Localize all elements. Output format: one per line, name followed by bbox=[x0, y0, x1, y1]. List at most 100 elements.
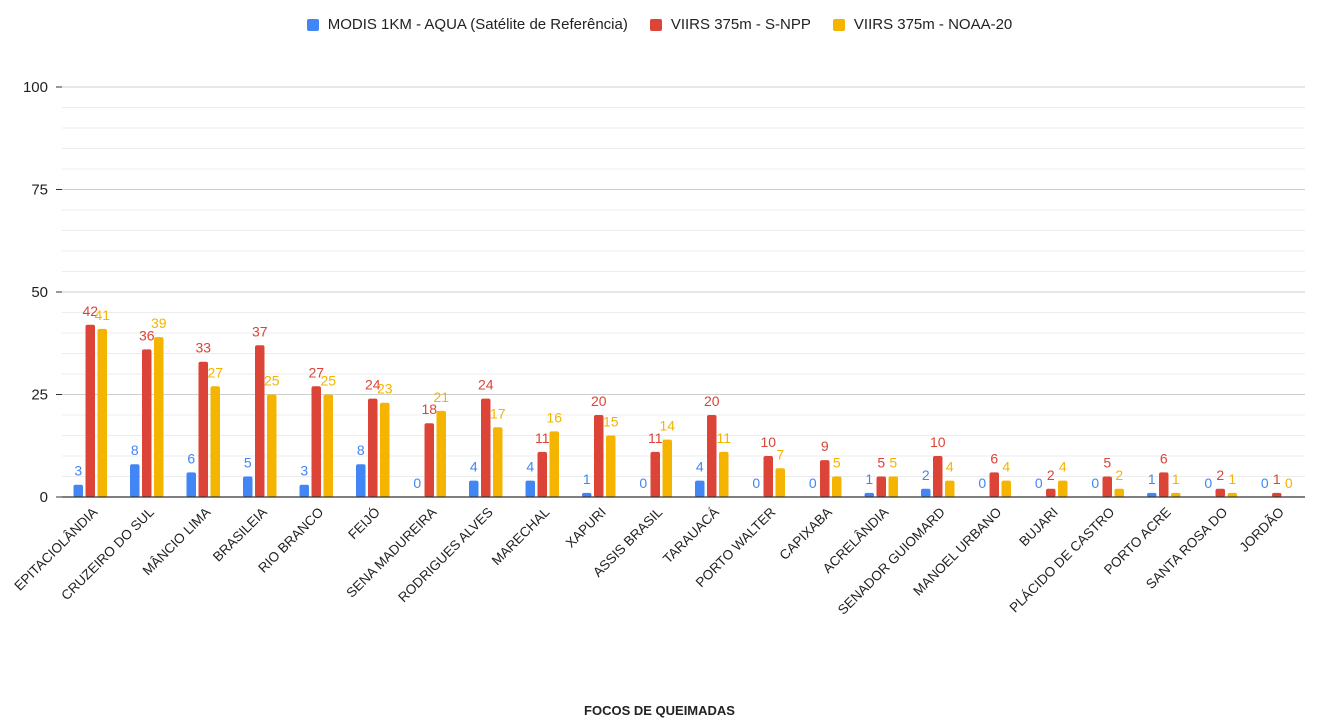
bars bbox=[73, 324, 1282, 497]
y-tick-label: 25 bbox=[31, 387, 48, 404]
bar-noaa20 bbox=[380, 402, 390, 497]
bar-snpp bbox=[311, 386, 321, 497]
y-tick-label: 0 bbox=[40, 489, 48, 506]
data-label: 17 bbox=[490, 405, 506, 421]
data-label: 5 bbox=[889, 455, 897, 471]
bar-snpp bbox=[820, 460, 830, 497]
x-tick-label: BRASILEIA bbox=[210, 505, 270, 565]
x-tick-label: MARECHAL bbox=[489, 504, 553, 568]
data-label: 20 bbox=[704, 393, 720, 409]
data-label: 16 bbox=[546, 409, 562, 425]
bar-snpp bbox=[537, 451, 547, 497]
bar-modis bbox=[695, 480, 705, 497]
bar-noaa20 bbox=[1171, 492, 1181, 497]
bar-snpp bbox=[424, 423, 434, 497]
data-label: 0 bbox=[978, 475, 986, 491]
data-label: 3 bbox=[74, 463, 82, 479]
data-label: 39 bbox=[151, 315, 167, 331]
data-label: 9 bbox=[821, 438, 829, 454]
data-label: 37 bbox=[252, 323, 268, 339]
bar-noaa20 bbox=[154, 337, 164, 497]
bar-snpp bbox=[707, 415, 717, 497]
data-label: 0 bbox=[752, 475, 760, 491]
data-label: 11 bbox=[716, 430, 731, 446]
x-tick-label: TARAUACÁ bbox=[660, 505, 722, 567]
data-label: 0 bbox=[413, 475, 421, 491]
legend-swatch-modis bbox=[306, 18, 319, 31]
bar-modis bbox=[864, 492, 874, 497]
data-label: 0 bbox=[639, 475, 647, 491]
bar-noaa20 bbox=[606, 435, 616, 497]
bar-noaa20 bbox=[719, 451, 729, 497]
data-label: 0 bbox=[1261, 475, 1269, 491]
x-tick-label: JORDÃO bbox=[1236, 505, 1286, 555]
bar-noaa20 bbox=[267, 394, 277, 497]
data-label: 0 bbox=[809, 475, 817, 491]
bar-snpp bbox=[650, 451, 660, 497]
bar-noaa20 bbox=[945, 480, 955, 497]
gridlines bbox=[62, 86, 1305, 498]
bar-snpp bbox=[876, 476, 886, 497]
bar-modis bbox=[356, 464, 366, 497]
bar-modis bbox=[525, 480, 535, 497]
data-label: 23 bbox=[377, 381, 393, 397]
data-label: 4 bbox=[470, 459, 478, 475]
bar-snpp bbox=[85, 324, 95, 497]
data-label: 8 bbox=[357, 442, 365, 458]
data-label: 42 bbox=[82, 303, 98, 319]
bar-modis bbox=[1147, 492, 1157, 497]
x-tick-label: XAPURI bbox=[563, 505, 609, 551]
bar-snpp bbox=[198, 361, 208, 497]
data-label: 25 bbox=[264, 373, 280, 389]
data-label: 7 bbox=[776, 446, 784, 462]
data-label: 6 bbox=[187, 450, 195, 466]
data-label: 36 bbox=[139, 327, 155, 343]
data-label: 2 bbox=[922, 467, 930, 483]
bar-snpp bbox=[481, 398, 491, 497]
bar-modis bbox=[469, 480, 479, 497]
bar-noaa20 bbox=[1227, 492, 1237, 497]
data-label: 10 bbox=[760, 434, 776, 450]
data-label: 5 bbox=[877, 455, 885, 471]
data-label: 6 bbox=[990, 450, 998, 466]
bar-noaa20 bbox=[1058, 480, 1068, 497]
legend-label-modis: MODIS 1KM - AQUA (Satélite de Referência… bbox=[327, 16, 628, 33]
x-tick-label: FEIJÓ bbox=[345, 505, 383, 543]
legend-item-modis: MODIS 1KM - AQUA (Satélite de Referência… bbox=[306, 16, 628, 33]
legend-label-noaa20: VIIRS 375m - NOAA-20 bbox=[853, 16, 1013, 33]
data-label: 33 bbox=[195, 340, 211, 356]
data-label: 6 bbox=[1160, 450, 1168, 466]
x-tick-label: CRUZEIRO DO SUL bbox=[58, 504, 157, 603]
bar-snpp bbox=[594, 415, 604, 497]
legend-item-noaa20: VIIRS 375m - NOAA-20 bbox=[832, 16, 1013, 33]
data-label: 4 bbox=[1059, 459, 1067, 475]
bar-noaa20 bbox=[210, 386, 220, 497]
data-label: 3 bbox=[300, 463, 308, 479]
bar-snpp bbox=[1046, 488, 1056, 497]
data-label: 5 bbox=[833, 455, 841, 471]
legend-item-snpp: VIIRS 375m - S-NPP bbox=[649, 16, 811, 33]
data-label: 0 bbox=[1035, 475, 1043, 491]
bar-snpp bbox=[255, 345, 265, 497]
data-label: 2 bbox=[1047, 467, 1055, 483]
bar-snpp bbox=[1215, 488, 1225, 497]
data-label: 5 bbox=[1103, 455, 1111, 471]
bar-snpp bbox=[989, 472, 999, 497]
data-labels: 3424183639633275372532725824230182142417… bbox=[74, 303, 1293, 491]
bar-noaa20 bbox=[662, 439, 672, 497]
bar-modis bbox=[299, 484, 309, 497]
bar-noaa20 bbox=[888, 476, 898, 497]
data-label: 0 bbox=[1204, 475, 1212, 491]
legend-swatch-snpp bbox=[649, 18, 662, 31]
data-label: 5 bbox=[244, 455, 252, 471]
x-tick-label: PLÁCIDO DE CASTRO bbox=[1007, 505, 1118, 616]
data-label: 1 bbox=[1228, 471, 1236, 487]
bar-modis bbox=[186, 472, 196, 497]
x-axis-title: FOCOS DE QUEIMADAS bbox=[584, 703, 735, 718]
bar-modis bbox=[73, 484, 83, 497]
data-label: 41 bbox=[94, 307, 110, 323]
data-label: 10 bbox=[930, 434, 946, 450]
data-label: 14 bbox=[659, 418, 675, 434]
data-label: 1 bbox=[1148, 471, 1156, 487]
data-label: 4 bbox=[1002, 459, 1010, 475]
